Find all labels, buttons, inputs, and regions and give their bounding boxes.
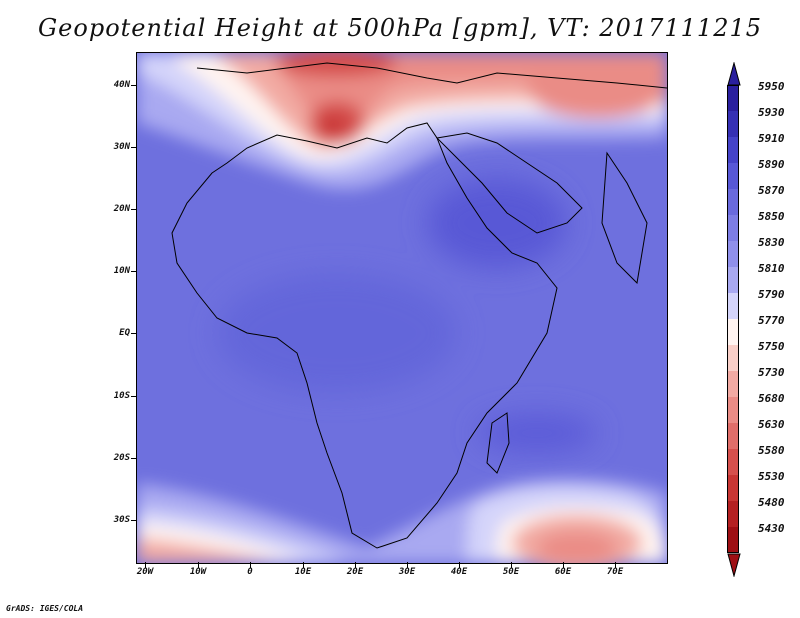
colorbar-bottom-arrow xyxy=(727,553,741,577)
lon-tick xyxy=(355,562,356,568)
colorbar-bottom-triangle xyxy=(727,553,741,577)
colorbar-top-arrow xyxy=(727,62,741,86)
colorbar-segment xyxy=(727,189,739,215)
footer-credit: GrADS: IGES/COLA xyxy=(6,604,84,613)
colorbar-segment xyxy=(727,241,739,267)
colorbar-segment xyxy=(727,449,739,475)
lat-tick xyxy=(131,333,137,334)
lon-tick xyxy=(250,562,251,568)
interior-highs xyxy=(217,178,597,453)
lon-tick xyxy=(615,562,616,568)
coastlines xyxy=(171,62,667,549)
map-panel[interactable] xyxy=(136,52,668,564)
lat-tick xyxy=(131,458,137,459)
colorbar-segment xyxy=(727,371,739,397)
colorbar-segment xyxy=(727,293,739,319)
madagascar-coastline xyxy=(486,412,510,474)
colorbar-label: 5790 xyxy=(758,288,785,301)
lat-label-30n: 30N xyxy=(113,142,130,152)
lon-tick xyxy=(459,562,460,568)
lon-label-50e: 50E xyxy=(502,567,520,577)
north-gradient xyxy=(137,53,667,190)
lat-tick xyxy=(131,271,137,272)
lon-label-10e: 10E xyxy=(294,567,312,577)
colorbar-segment xyxy=(727,423,739,449)
lon-tick xyxy=(407,562,408,568)
colorbar-label: 5890 xyxy=(758,158,785,171)
lon-tick xyxy=(303,562,304,568)
colorbar-segment xyxy=(727,397,739,423)
colorbar-label: 5850 xyxy=(758,210,785,223)
lon-tick xyxy=(511,562,512,568)
colorbar-label: 5910 xyxy=(758,132,785,145)
colorbar-segment xyxy=(727,215,739,241)
colorbar-segment xyxy=(727,111,739,137)
colorbar-label: 5580 xyxy=(758,444,785,457)
colorbar-segment xyxy=(727,163,739,189)
colorbar-segment xyxy=(727,501,739,527)
lon-label-70e: 70E xyxy=(606,567,624,577)
lon-label-30e: 30E xyxy=(398,567,416,577)
colorbar-label: 5730 xyxy=(758,366,785,379)
colorbar-label: 5630 xyxy=(758,418,785,431)
colorbar-label: 5750 xyxy=(758,340,785,353)
lat-label-30s: 30S xyxy=(113,515,130,525)
colorbar-segment xyxy=(727,267,739,293)
lon-tick xyxy=(563,562,564,568)
lat-tick xyxy=(131,209,137,210)
colorbar-label: 5430 xyxy=(758,522,785,535)
lon-tick xyxy=(145,562,146,568)
lon-label-60e: 60E xyxy=(554,567,572,577)
colorbar-label: 5530 xyxy=(758,470,785,483)
lat-label-10s: 10S xyxy=(113,391,130,401)
lat-tick xyxy=(131,85,137,86)
colorbar-label: 5950 xyxy=(758,80,785,93)
lat-label-40n: 40N xyxy=(113,80,130,90)
lon-label-40e: 40E xyxy=(450,567,468,577)
chart-title: Geopotential Height at 500hPa [gpm], VT:… xyxy=(38,14,762,42)
colorbar-segment xyxy=(727,85,739,111)
lat-label-10n: 10N xyxy=(113,266,130,276)
colorbar-label: 5480 xyxy=(758,496,785,509)
india-coastline xyxy=(601,151,648,285)
colorbar-segment xyxy=(727,527,739,553)
colorbar-label: 5770 xyxy=(758,314,785,327)
lat-tick xyxy=(131,520,137,521)
colorbar-segment xyxy=(727,345,739,371)
arabia-coastline xyxy=(435,132,583,234)
europe-coastline xyxy=(196,62,667,89)
lon-label-20e: 20E xyxy=(346,567,364,577)
lon-label-20w: 20W xyxy=(136,567,154,577)
colorbar-label: 5810 xyxy=(758,262,785,275)
lon-label-0: 0 xyxy=(247,567,253,577)
colorbar-segment xyxy=(727,137,739,163)
lon-tick xyxy=(198,562,199,568)
lat-label-20s: 20S xyxy=(113,453,130,463)
lat-label-20n: 20N xyxy=(113,204,130,214)
colorbar xyxy=(727,85,741,553)
colorbar-label: 5870 xyxy=(758,184,785,197)
colorbar-label: 5930 xyxy=(758,106,785,119)
colorbar-top-triangle xyxy=(727,62,741,86)
africa-coastline xyxy=(171,122,558,549)
colorbar-segment xyxy=(727,319,739,345)
lat-label-eq: EQ xyxy=(119,328,130,338)
lat-tick xyxy=(131,147,137,148)
geopotential-map xyxy=(137,53,667,563)
colorbar-label: 5830 xyxy=(758,236,785,249)
lat-tick xyxy=(131,396,137,397)
south-gradient xyxy=(137,478,667,563)
lon-label-10w: 10W xyxy=(189,567,207,577)
colorbar-label: 5680 xyxy=(758,392,785,405)
colorbar-segment xyxy=(727,475,739,501)
